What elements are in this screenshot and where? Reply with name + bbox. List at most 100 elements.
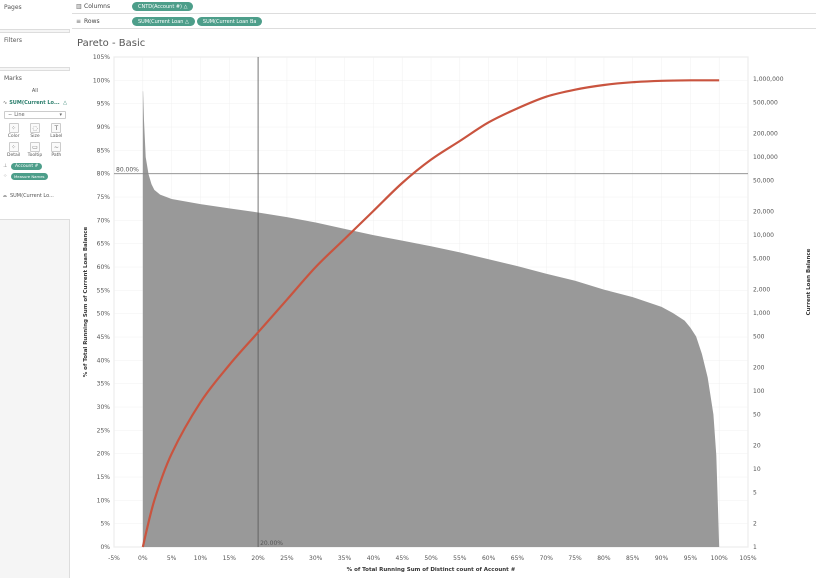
marks-card: Marks All ∿ SUM(Current Lo... △ ∼ Line ▾… bbox=[0, 70, 70, 220]
marks-label: Marks bbox=[4, 75, 22, 82]
mark-card-label: Label bbox=[50, 134, 63, 139]
line-type-icon: ∼ bbox=[8, 112, 13, 118]
loan-balance-area[interactable] bbox=[142, 91, 720, 547]
x-tick-label: 35% bbox=[338, 555, 352, 562]
mark-card-color[interactable]: ⁘ Color bbox=[3, 123, 24, 139]
mark-card-path[interactable]: ∼ Path bbox=[46, 142, 67, 158]
y-right-axis-title: Current Loan Balance bbox=[806, 248, 812, 315]
y-left-tick-label: 85% bbox=[97, 147, 111, 154]
y-left-tick-label: 100% bbox=[93, 77, 110, 84]
x-tick-label: 20% bbox=[251, 555, 265, 562]
mark-type-dropdown[interactable]: ∼ Line ▾ bbox=[4, 111, 66, 119]
mark-card-size[interactable]: ◌ Size bbox=[24, 123, 45, 139]
path-field-icon: ⊥ bbox=[3, 163, 8, 169]
chevron-down-icon: ▾ bbox=[59, 112, 62, 118]
x-tick-label: -5% bbox=[108, 555, 120, 562]
label-icon: T bbox=[51, 123, 62, 133]
x-tick-label: 90% bbox=[655, 555, 669, 562]
account-pill[interactable]: Account # bbox=[11, 162, 43, 170]
x-tick-label: 100% bbox=[711, 555, 728, 562]
y-right-tick-label: 500,000 bbox=[753, 100, 778, 107]
x-tick-label: 80% bbox=[597, 555, 611, 562]
x-tick-label: 85% bbox=[626, 555, 640, 562]
y-right-tick-label: 50,000 bbox=[753, 178, 774, 185]
y-right-tick-label: 2,000 bbox=[753, 287, 770, 294]
y-right-tick-label: 50 bbox=[753, 412, 761, 419]
y-right-tick-label: 200,000 bbox=[753, 131, 778, 138]
size-icon: ◌ bbox=[29, 123, 40, 133]
x-tick-label: 60% bbox=[482, 555, 496, 562]
marks-all-tab[interactable]: All bbox=[31, 88, 39, 94]
line-mark-icon: ∿ bbox=[3, 100, 8, 106]
measure-names-pill[interactable]: Measure Names bbox=[11, 172, 48, 180]
y-left-tick-label: 55% bbox=[97, 287, 111, 294]
y-left-tick-label: 60% bbox=[97, 264, 111, 271]
x-axis-title: % of Total Running Sum of Distinct count… bbox=[347, 567, 516, 573]
pareto-curve[interactable] bbox=[141, 79, 720, 548]
x-tick-label: 25% bbox=[280, 555, 294, 562]
y-left-tick-label: 105% bbox=[93, 54, 110, 61]
columns-pill-0[interactable]: CNTD(Account #) △ bbox=[132, 2, 194, 11]
mark-card-label: Size bbox=[30, 134, 40, 139]
y-left-tick-label: 5% bbox=[100, 521, 110, 528]
pareto-chart[interactable]: 80.00%20.00%-5% 0% 5% 10% 15% 20% 25% 30% 35% 40%… bbox=[72, 48, 816, 578]
y-left-tick-label: 65% bbox=[97, 241, 111, 248]
y-left-tick-label: 15% bbox=[97, 474, 111, 481]
mark-card-label[interactable]: T Label bbox=[46, 123, 67, 139]
mark-card-label: Detail bbox=[7, 153, 21, 158]
mark-card-label: Tooltip bbox=[27, 153, 43, 158]
reference-label-20: 20.00% bbox=[260, 540, 283, 547]
second-measure-tab[interactable]: ⌓ SUM(Current Lo... bbox=[0, 191, 70, 201]
y-right-tick-label: 100,000 bbox=[753, 154, 778, 161]
y-right-tick-label: 10,000 bbox=[753, 232, 774, 239]
x-tick-label: 0% bbox=[138, 555, 148, 562]
y-right-tick-label: 10 bbox=[753, 466, 761, 473]
y-right-tick-label: 20 bbox=[753, 443, 761, 450]
mark-card-tooltip[interactable]: ▭ Tooltip bbox=[24, 142, 45, 158]
mark-card-label: Path bbox=[51, 153, 62, 158]
y-left-tick-label: 35% bbox=[97, 381, 111, 388]
sheet-title: Pareto - Basic bbox=[77, 38, 146, 49]
marks-measure-label: SUM(Current Lo... bbox=[9, 100, 60, 106]
y-left-tick-label: 10% bbox=[97, 497, 111, 504]
columns-icon: ▥ bbox=[76, 3, 82, 10]
measure-pill-row[interactable]: ⁘ Measure Names bbox=[0, 171, 70, 181]
second-measure-label: SUM(Current Lo... bbox=[9, 193, 54, 199]
filters-card[interactable]: Filters bbox=[0, 32, 70, 68]
y-left-tick-label: 70% bbox=[97, 217, 111, 224]
x-tick-label: 15% bbox=[223, 555, 237, 562]
y-left-tick-label: 25% bbox=[97, 427, 111, 434]
color-icon: ⁘ bbox=[8, 123, 19, 133]
mark-card-detail[interactable]: ⁘ Detail bbox=[3, 142, 24, 158]
rows-icon: ≡ bbox=[76, 18, 82, 25]
x-tick-label: 10% bbox=[194, 555, 208, 562]
rows-pill-1[interactable]: SUM(Current Loan Ba bbox=[196, 17, 263, 26]
x-tick-label: 30% bbox=[309, 555, 323, 562]
y-right-tick-label: 1 bbox=[753, 544, 757, 551]
y-left-axis-title: % of Total Running Sum of Current Loan B… bbox=[83, 226, 89, 377]
x-tick-label: 65% bbox=[511, 555, 525, 562]
y-right-tick-label: 5,000 bbox=[753, 256, 770, 263]
detail-icon: ⁘ bbox=[8, 142, 19, 152]
rows-pill-0[interactable]: SUM(Current Loan △ bbox=[132, 17, 195, 26]
marks-measure-tab[interactable]: ∿ SUM(Current Lo... △ bbox=[0, 98, 70, 108]
x-tick-label: 105% bbox=[739, 555, 756, 562]
y-left-tick-label: 50% bbox=[97, 311, 111, 318]
tooltip-icon: ▭ bbox=[29, 142, 40, 152]
left-panel: Pages Filters Marks All ∿ SUM(Current Lo… bbox=[0, 0, 70, 578]
y-right-tick-label: 5 bbox=[753, 489, 757, 496]
x-tick-label: 70% bbox=[540, 555, 554, 562]
y-right-tick-label: 20,000 bbox=[753, 209, 774, 216]
x-tick-label: 50% bbox=[424, 555, 438, 562]
account-pill-row[interactable]: ⊥ Account # bbox=[0, 161, 70, 171]
pages-card[interactable]: Pages bbox=[0, 0, 70, 30]
y-left-tick-label: 80% bbox=[97, 171, 111, 178]
columns-shelf[interactable]: ▥ Columns CNTD(Account #) △ bbox=[72, 0, 816, 14]
columns-label: Columns bbox=[84, 3, 111, 10]
y-right-tick-label: 100 bbox=[753, 388, 765, 395]
x-tick-label: 95% bbox=[684, 555, 698, 562]
y-left-tick-label: 30% bbox=[97, 404, 111, 411]
x-tick-label: 40% bbox=[367, 555, 381, 562]
rows-shelf[interactable]: ≡ Rows SUM(Current Loan △ SUM(Current Loa… bbox=[72, 15, 816, 29]
path-icon: ∼ bbox=[51, 142, 62, 152]
